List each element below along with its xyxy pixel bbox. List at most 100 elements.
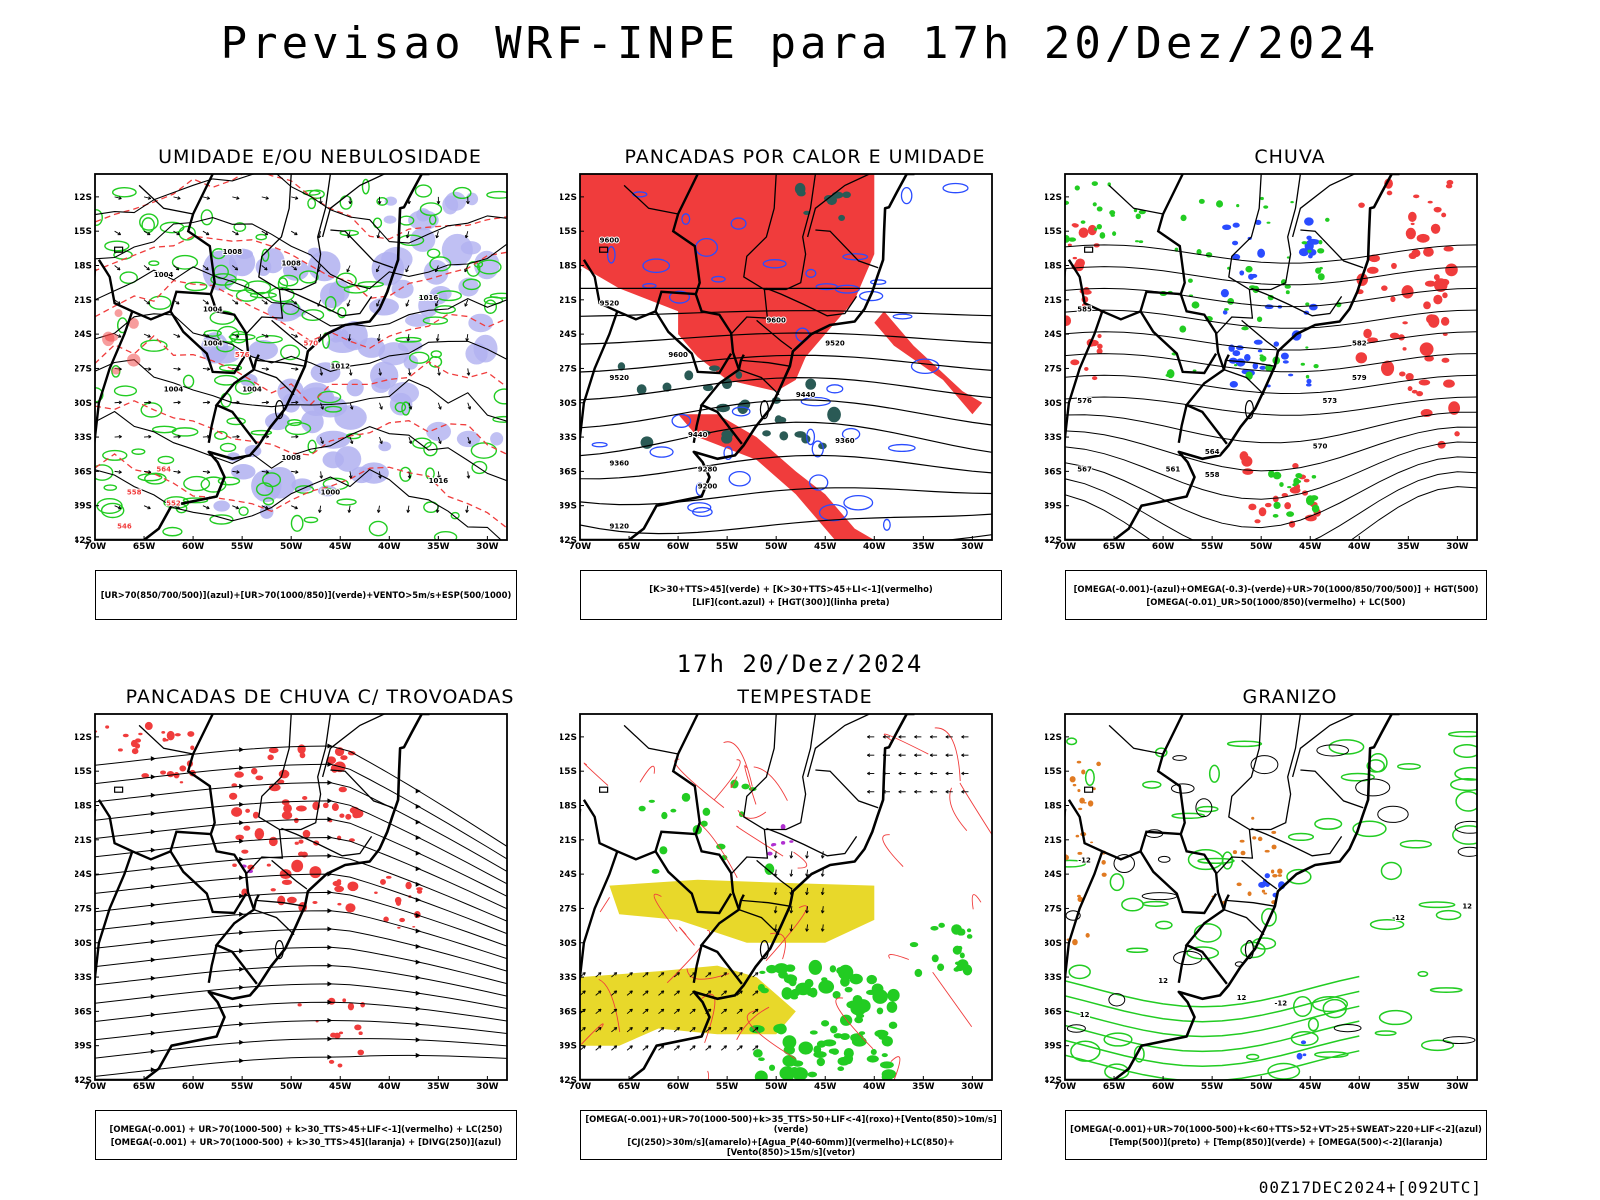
wind-850-green [759,970,766,974]
wind-vector [821,924,824,932]
lat-tick-label: 15S [1045,227,1062,237]
state-border [1215,174,1262,335]
lon-tick-label: 65W [1103,1082,1126,1092]
rain-red [1363,328,1372,339]
state-border [766,827,858,857]
rain-red [1446,179,1454,186]
omega-green [1307,249,1312,253]
humidity-1000-850 [224,278,250,292]
wind-arrow-head [205,266,209,271]
wind-arrow [173,401,181,404]
omega-blue [1244,353,1251,362]
wind-arrow-head [206,505,210,510]
storm-red [345,813,352,820]
wind-850-green [836,966,846,975]
wind-vector-head [645,1027,649,1031]
omega500-orange [1270,869,1275,874]
storm-red [279,869,292,880]
coastline [1065,174,1400,540]
storm-red [340,755,348,761]
wind-850-green [757,983,765,992]
wind-vector-head [723,1027,728,1031]
wind-vector [752,1027,759,1033]
legend-box: [OMEGA(-0.001)+UR>70(1000-500)+k>35_TTS>… [580,1110,1002,1160]
wind-vector-head [645,1045,649,1049]
isobar-label: 1012 [330,362,350,370]
omega-blue [1304,217,1314,226]
temp850-contour [1307,1017,1319,1032]
storm-red [231,807,243,817]
wind-arrow [173,367,181,370]
wind-850-green [661,811,668,820]
legend-box: [OMEGA(-0.001)-(azul)+OMEGA(-0.3)-(verde… [1065,570,1487,620]
k-tts-region [827,406,841,423]
lat-tick-label: 30S [1045,939,1062,949]
k-tts-region [684,370,694,381]
temp850-contour [1126,947,1149,954]
storm-red [347,1002,355,1011]
wind-vector [626,990,633,996]
wind-vector [658,972,665,978]
humidity-1000-850 [422,316,449,325]
omega-green [1290,201,1294,204]
panel-title: PANCADAS DE CHUVA C/ TROVOADAS [125,686,515,708]
lc850-streamline [959,782,992,836]
wind-arrow-head [466,372,471,376]
lagoa-dos-patos [1244,940,1255,960]
lon-tick-label: 45W [1299,542,1322,552]
storm-red [416,887,423,891]
wind-arrow [407,334,410,342]
wind-arrow-head [318,200,323,205]
instability-region [580,174,875,392]
storm-red [231,783,238,788]
wind-arrow-head [346,303,351,307]
lc850-streamline [639,765,655,783]
lif-contour [818,503,848,522]
wind-vector-head [645,990,649,994]
wind-arrow [467,471,470,479]
wind-vector [673,1008,680,1015]
temp850-contour [1065,990,1360,1023]
country-border [186,714,258,985]
lc850-streamline [746,1010,796,1059]
lif-contour [687,502,712,513]
wind-arrow [290,265,297,271]
wind-arrow-head [236,196,240,200]
state-border [738,908,780,936]
wind-vector-head [707,1008,712,1013]
omega-green [1065,235,1070,243]
humidity-1000-850 [489,292,507,299]
wind-arrow-head [464,303,468,307]
lon-tick-label: 55W [716,542,739,552]
panel-title: UMIDADE E/OU NEBULOSIDADE [158,146,482,168]
humidity-1000-850 [234,379,256,395]
storm-red [268,747,279,754]
wind-arrow [114,230,121,236]
wind-arrow [346,265,351,273]
wind-arrow [376,299,380,307]
lon-tick-label: 40W [1348,1082,1371,1092]
humidity-1000-850 [104,240,130,252]
wind-arrow-head [294,231,298,236]
wind-arrow [437,436,442,444]
temp850-contour [1366,759,1386,773]
storm-red [326,756,337,765]
wind-arrow [349,402,353,410]
omega-green [1094,227,1098,231]
temp-label: -12 [1392,914,1405,922]
state-border [1251,287,1343,317]
temp500-contour [1172,755,1187,761]
streamline-arrow [150,774,156,780]
lc850-streamline [581,1023,604,1045]
omega500-orange [1277,874,1283,877]
instability-band [874,311,983,415]
lif-contour [642,258,671,274]
wind-850-green [881,1053,888,1058]
hgt300-contour [580,354,992,373]
wind-arrow [467,368,470,376]
lat-tick-label: 36S [1045,1007,1062,1017]
rain-red [1386,190,1393,196]
lif-contour [805,268,817,278]
